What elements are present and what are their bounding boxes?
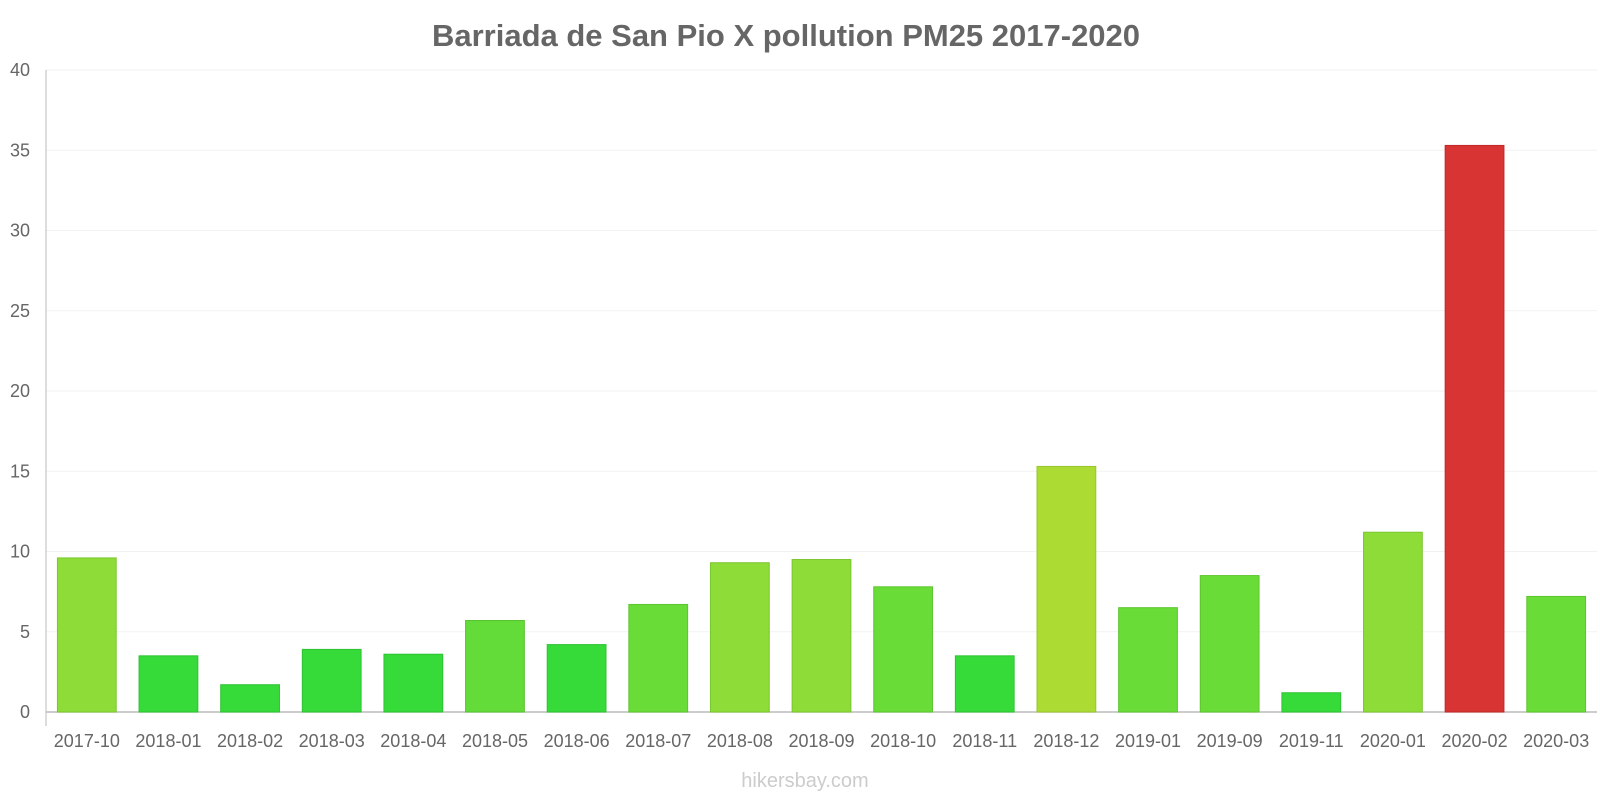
bar-2019-11 — [1281, 692, 1342, 713]
x-tick-label: 2019-01 — [1115, 731, 1181, 751]
x-tick-label: 2018-05 — [462, 731, 528, 751]
bar-2018-07 — [628, 603, 689, 713]
y-tick-labels: 0 5 10 15 20 25 30 35 40 — [10, 60, 30, 722]
bar-2020-02 — [1444, 144, 1505, 713]
x-tick-label: 2018-03 — [299, 731, 365, 751]
gridlines — [46, 69, 1597, 633]
x-tick-label: 2019-11 — [1279, 731, 1344, 751]
x-tick-label: 2018-11 — [952, 731, 1017, 751]
x-tick-label: 2018-12 — [1033, 731, 1099, 751]
bar-2018-11 — [954, 655, 1015, 713]
y-tick-label: 40 — [10, 60, 30, 80]
bar-2019-01 — [1118, 607, 1178, 713]
y-tick-label: 0 — [20, 702, 30, 722]
bar-2018-12 — [1036, 465, 1097, 713]
bar-2018-08 — [709, 562, 770, 713]
watermark: hikersbay.com — [741, 770, 868, 792]
x-tick-label: 2017-10 — [54, 731, 120, 751]
x-tick-label: 2020-03 — [1523, 731, 1589, 751]
x-tick-label: 2020-01 — [1360, 731, 1426, 751]
bar-2018-05 — [465, 620, 525, 713]
y-tick-label: 15 — [10, 461, 30, 481]
bars — [56, 144, 1587, 713]
x-tick-label: 2018-07 — [625, 731, 691, 751]
x-tick-label: 2018-09 — [788, 731, 854, 751]
x-tick-label: 2018-06 — [544, 731, 610, 751]
x-tick-labels: 2017-10 2018-01 2018-02 2018-03 2018-04 2018-… — [54, 731, 1589, 751]
y-tick-label: 30 — [10, 221, 30, 241]
y-tick-label: 25 — [10, 301, 30, 321]
y-tick-label: 20 — [10, 381, 30, 401]
bar-2018-04 — [383, 653, 444, 713]
x-tick-label: 2019-09 — [1197, 731, 1263, 751]
bar-2018-06 — [546, 644, 607, 713]
chart-title: Barriada de San Pio X pollution PM25 201… — [432, 18, 1140, 53]
y-tick-label: 10 — [10, 542, 30, 562]
bar-2018-01 — [138, 655, 199, 713]
bar-2017-10 — [56, 557, 117, 713]
y-tick-label: 5 — [20, 622, 30, 642]
bar-2018-02 — [220, 684, 280, 713]
y-tick-label: 35 — [10, 140, 30, 160]
bar-2018-10 — [873, 586, 934, 713]
x-tick-label: 2018-04 — [380, 731, 446, 751]
bar-2018-09 — [791, 559, 852, 713]
x-tick-label: 2018-08 — [707, 731, 773, 751]
bar-2020-01 — [1363, 531, 1423, 713]
bar-2019-09 — [1199, 575, 1260, 713]
bar-2020-03 — [1526, 595, 1587, 713]
x-tick-label: 2018-10 — [870, 731, 936, 751]
x-tick-label: 2020-02 — [1442, 731, 1508, 751]
x-tick-label: 2018-01 — [135, 731, 201, 751]
x-tick-label: 2018-02 — [217, 731, 283, 751]
bar-2018-03 — [301, 648, 362, 713]
